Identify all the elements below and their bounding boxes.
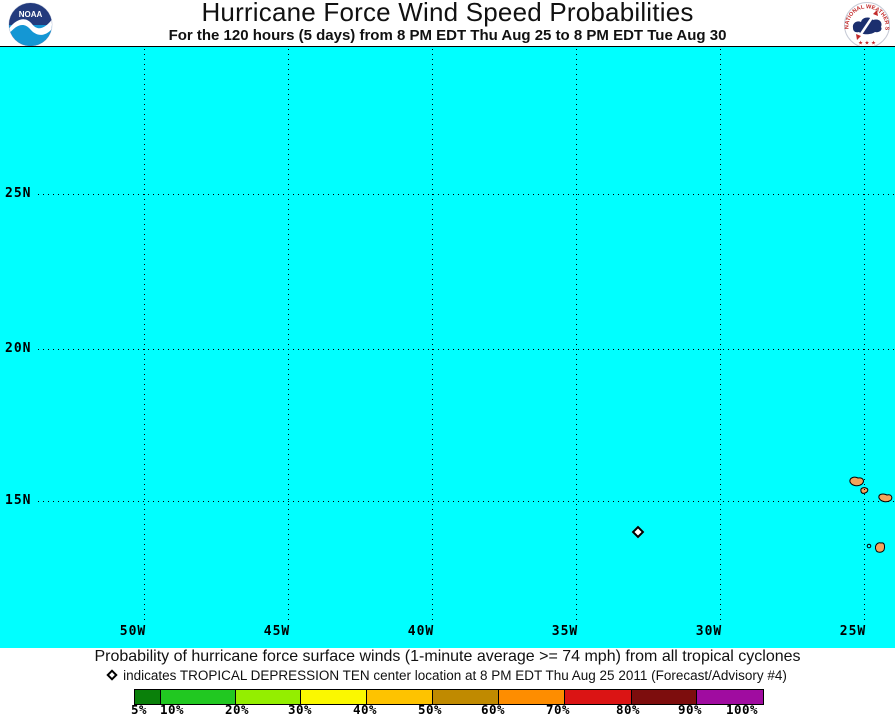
island [875,542,886,553]
colorbar-segment-90%-100% [696,689,764,705]
colorbar-label-5%: 5% [130,702,148,716]
colorbar-label-70%: 70% [545,702,571,716]
nws-bolt-icon [857,12,877,38]
page-subtitle: For the 120 hours (5 days) from 8 PM EDT… [168,27,727,44]
colorbar-label-20%: 20% [224,702,250,716]
nws-bolt-tip-bottom [856,34,861,40]
colorbar-label-100%: 100% [725,702,759,716]
open-diamond-icon [106,669,118,681]
colorbar-label-60%: 60% [480,702,506,716]
probability-colorbar [134,689,764,705]
grid-vline-45W [288,49,289,623]
colorbar-label-90%: 90% [677,702,703,716]
colorbar-label-80%: 80% [615,702,641,716]
grid-vline-35W [576,49,577,623]
nws-stars: ★ ★ ★ [858,40,876,47]
lon-label-45W: 45W [263,624,291,639]
footer-legend-line: indicates TROPICAL DEPRESSION TEN center… [0,668,895,683]
lat-label-25N: 25N [5,186,32,201]
lon-label-50W: 50W [119,624,147,639]
colorbar-label-40%: 40% [352,702,378,716]
lat-label-15N: 15N [5,493,32,508]
lon-label-40W: 40W [407,624,435,639]
nws-bolt-tip-top [873,10,878,16]
map: 50W 45W 40W 35W 30W 25W 25N 20N 15N [0,46,895,648]
grid-vline-50W [144,49,145,623]
island [849,476,864,487]
lon-label-30W: 30W [695,624,723,639]
footer-description: Probability of hurricane force surface w… [94,648,801,665]
colorbar-label-50%: 50% [417,702,443,716]
cape-verde-islands [849,476,893,553]
footer-legend-text: indicates TROPICAL DEPRESSION TEN center… [123,668,787,683]
colorbar-label-10%: 10% [159,702,185,716]
grid-hline-20N [38,349,895,350]
noaa-logo: NOAA [8,2,53,47]
noaa-logo-label: NOAA [19,10,43,19]
grid-vline-30W [720,49,721,623]
lon-label-35W: 35W [551,624,579,639]
colorbar-label-30%: 30% [287,702,313,716]
grid-vline-40W [432,49,433,623]
page-title: Hurricane Force Wind Speed Probabilities [201,0,694,27]
island [866,543,872,549]
nws-logo: NATIONAL WEATHER SERVICE ★ ★ ★ [844,2,890,48]
grid-hline-15N [38,501,895,502]
lon-label-25W: 25W [839,624,867,639]
lat-label-20N: 20N [5,341,32,356]
storm-center-marker [631,525,645,539]
grid-vline-25W [864,49,865,623]
noaa-seagull-icon [9,18,52,35]
grid-hline-25N [38,194,895,195]
